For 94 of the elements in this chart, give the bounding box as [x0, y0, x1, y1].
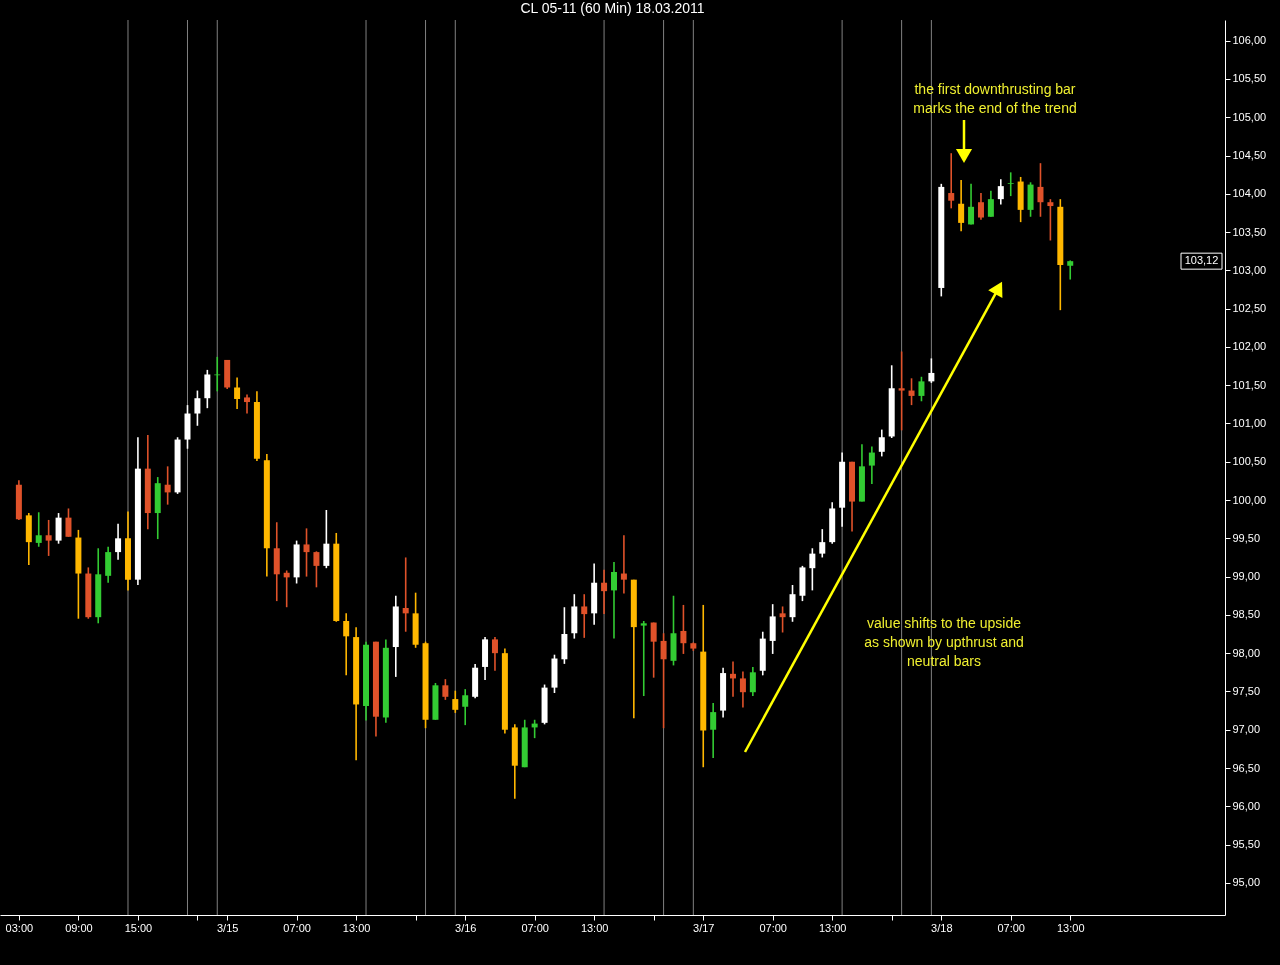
- candlestick: [1047, 198, 1054, 242]
- candlestick: [749, 666, 756, 697]
- y-tick-label: 105,00: [1232, 110, 1267, 123]
- candlestick: [581, 593, 588, 639]
- candlestick: [948, 152, 955, 210]
- candlestick: [789, 584, 796, 623]
- candlestick: [194, 389, 201, 427]
- x-tick-label: 07:00: [759, 921, 787, 934]
- x-tick-label: 09:00: [65, 921, 93, 934]
- candlestick: [55, 512, 62, 545]
- y-tick-label: 95,50: [1232, 838, 1261, 851]
- candlestick: [303, 527, 310, 578]
- x-tick-label: 3/16: [455, 921, 477, 934]
- candlestick: [1037, 162, 1044, 218]
- candlestick: [234, 376, 241, 410]
- candlestick: [402, 556, 409, 633]
- candlestick: [115, 522, 122, 561]
- candlestick: [710, 702, 717, 759]
- candlestick: [878, 428, 885, 458]
- candlestick: [35, 511, 42, 548]
- x-tick-label: 07:00: [283, 921, 311, 934]
- candlestick: [868, 445, 875, 485]
- x-tick-label: 13:00: [342, 921, 371, 934]
- y-tick-label: 104,00: [1232, 187, 1267, 200]
- candlestick: [1007, 171, 1014, 197]
- candlestick: [928, 357, 935, 384]
- candlestick: [977, 192, 984, 221]
- candlestick: [442, 678, 449, 701]
- candlestick: [987, 189, 994, 218]
- y-tick-label: 97,00: [1232, 723, 1261, 736]
- y-tick-label: 96,00: [1232, 799, 1261, 812]
- y-tick-label: 95,00: [1232, 876, 1261, 889]
- x-tick-label: 13:00: [1056, 921, 1085, 934]
- candlestick: [680, 604, 687, 655]
- candlestick: [809, 547, 816, 592]
- candlestick: [244, 393, 251, 415]
- y-tick-label: 97,50: [1232, 684, 1261, 697]
- y-tick-label: 99,00: [1232, 570, 1261, 583]
- y-tick-label: 101,00: [1232, 416, 1267, 429]
- candlestick: [918, 375, 925, 403]
- candlestick: [958, 179, 965, 233]
- annotation: value shifts to the upside as shown by upthrust and neutral bars: [864, 615, 1024, 669]
- candlestick: [323, 509, 330, 569]
- y-tick-label: 103,00: [1232, 263, 1267, 276]
- x-tick-label: 13:00: [580, 921, 609, 934]
- candlestick: [997, 178, 1004, 206]
- x-tick-label: 3/17: [693, 921, 715, 934]
- candlestick: [640, 620, 647, 697]
- candlestick: [650, 621, 657, 679]
- candlestick: [968, 183, 975, 226]
- chart-title: CL 05-11 (60 Min) 18.03.2011: [520, 0, 705, 16]
- candlestick: [660, 632, 667, 729]
- y-tick-label: 105,50: [1232, 72, 1267, 85]
- candlestick: [45, 519, 52, 557]
- y-tick-label: 100,50: [1232, 455, 1267, 468]
- candlestick: [610, 561, 617, 640]
- candlestick: [65, 507, 72, 538]
- y-tick-label: 104,50: [1232, 149, 1267, 162]
- candlestick: [343, 612, 350, 677]
- candlestick: [462, 688, 469, 726]
- candlestick: [908, 377, 915, 406]
- x-tick-label: 3/18: [931, 921, 953, 934]
- candlestick: [491, 636, 498, 672]
- candlestick: [739, 670, 746, 709]
- y-tick-label: 99,50: [1232, 531, 1261, 544]
- y-tick-label: 98,50: [1232, 608, 1261, 621]
- y-tick-label: 96,50: [1232, 761, 1261, 774]
- y-tick-label: 100,00: [1232, 493, 1267, 506]
- x-tick-label: 15:00: [124, 921, 153, 934]
- candlestick: [898, 350, 905, 432]
- candlestick: [313, 550, 320, 589]
- candlestick: [204, 369, 211, 409]
- y-tick-label: 98,00: [1232, 646, 1261, 659]
- y-tick-label: 106,00: [1232, 34, 1267, 47]
- candlestick: [452, 689, 459, 714]
- candlestick: [779, 605, 786, 634]
- annotation: 103,12: [1184, 254, 1219, 267]
- x-tick-label: 03:00: [5, 921, 34, 934]
- candlestick: [620, 534, 627, 595]
- candlestick: [819, 528, 826, 559]
- y-tick-label: 101,50: [1232, 378, 1267, 391]
- y-tick-label: 102,00: [1232, 340, 1267, 353]
- candlestick: [214, 356, 221, 393]
- annotation: the first downthrusting bar marks the end of the trend: [913, 81, 1077, 116]
- y-tick-label: 103,50: [1232, 225, 1267, 238]
- x-tick-label: 07:00: [997, 921, 1025, 934]
- x-tick-label: 07:00: [521, 921, 549, 934]
- candlestick: [105, 545, 112, 584]
- x-tick-label: 3/15: [216, 921, 239, 934]
- candlestick: [164, 465, 171, 506]
- y-tick-label: 102,50: [1232, 302, 1267, 315]
- x-tick-label: 13:00: [818, 921, 847, 934]
- candlestick: [601, 568, 608, 615]
- candlestick: [1067, 259, 1074, 281]
